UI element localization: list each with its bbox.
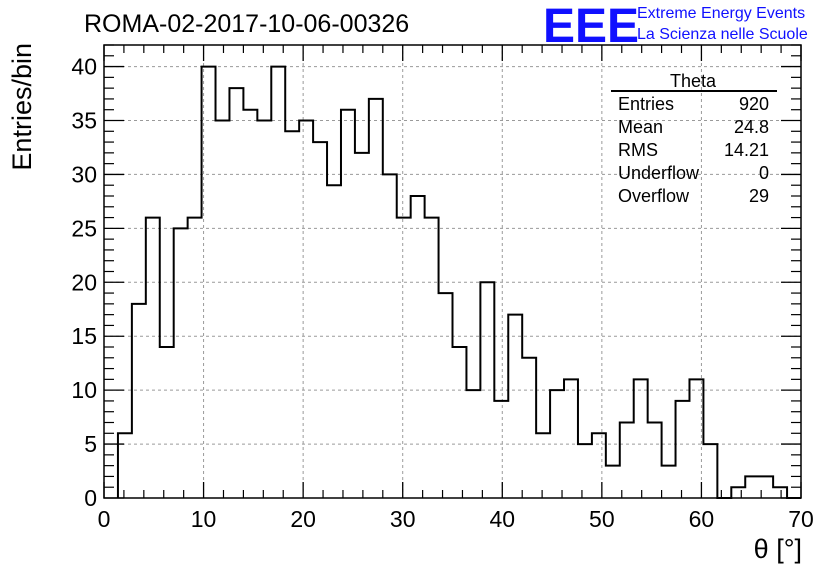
stats-row-label: RMS bbox=[618, 140, 658, 160]
histogram-outline bbox=[116, 65, 801, 499]
x-tick-label: 20 bbox=[290, 506, 316, 532]
x-tick-label: 10 bbox=[191, 506, 217, 532]
stats-box: Theta Entries 920 Mean 24.8 RMS 14.21 Underflo… bbox=[611, 71, 777, 206]
stats-row-value: 24.8 bbox=[734, 117, 769, 137]
stats-row-value: 0 bbox=[759, 163, 769, 183]
x-tick-label: 30 bbox=[390, 506, 416, 532]
y-tick-label: 25 bbox=[71, 215, 97, 241]
stats-row-label: Mean bbox=[618, 117, 663, 137]
x-tick-label: 60 bbox=[689, 506, 715, 532]
x-tick-label: 70 bbox=[788, 506, 814, 532]
stats-row-label: Underflow bbox=[618, 163, 700, 183]
stats-row-value: 920 bbox=[739, 94, 769, 114]
plot-frame bbox=[103, 44, 802, 499]
logo-line-2: La Scienza nelle Scuole bbox=[637, 26, 808, 43]
stats-row-value: 14.21 bbox=[724, 140, 769, 160]
y-tick-label: 15 bbox=[71, 323, 97, 349]
y-tick-label: 10 bbox=[71, 377, 97, 403]
y-axis-label: Entries/bin bbox=[7, 43, 37, 171]
grid-lines bbox=[104, 45, 801, 498]
y-tick-label: 20 bbox=[71, 269, 97, 295]
tick-labels: 0 10 20 30 40 50 60 70 0 5 10 15 20 25 30 35 40 bbox=[71, 54, 813, 532]
x-axis-label: θ [°] bbox=[754, 534, 802, 564]
y-tick-label: 30 bbox=[71, 161, 97, 187]
y-tick-label: 0 bbox=[84, 485, 97, 511]
chart-title: ROMA-02-2017-10-06-00326 bbox=[84, 10, 409, 38]
x-tick-label: 50 bbox=[589, 506, 615, 532]
y-tick-label: 35 bbox=[71, 108, 97, 134]
y-tick-label: 40 bbox=[71, 54, 97, 80]
x-tick-label: 0 bbox=[98, 506, 111, 532]
stats-row-label: Entries bbox=[618, 94, 674, 114]
axis-ticks bbox=[103, 44, 802, 499]
eee-logo-mark: EEE bbox=[543, 0, 639, 53]
x-tick-label: 40 bbox=[489, 506, 515, 532]
logo-line-1: Extreme Energy Events bbox=[637, 5, 805, 22]
stats-title: Theta bbox=[670, 71, 717, 91]
stats-rows: Entries 920 Mean 24.8 RMS 14.21 Underflow 0 Over… bbox=[618, 94, 769, 206]
y-tick-label: 5 bbox=[84, 431, 97, 457]
stats-row-label: Overflow bbox=[618, 186, 690, 206]
stats-row-value: 29 bbox=[749, 186, 769, 206]
